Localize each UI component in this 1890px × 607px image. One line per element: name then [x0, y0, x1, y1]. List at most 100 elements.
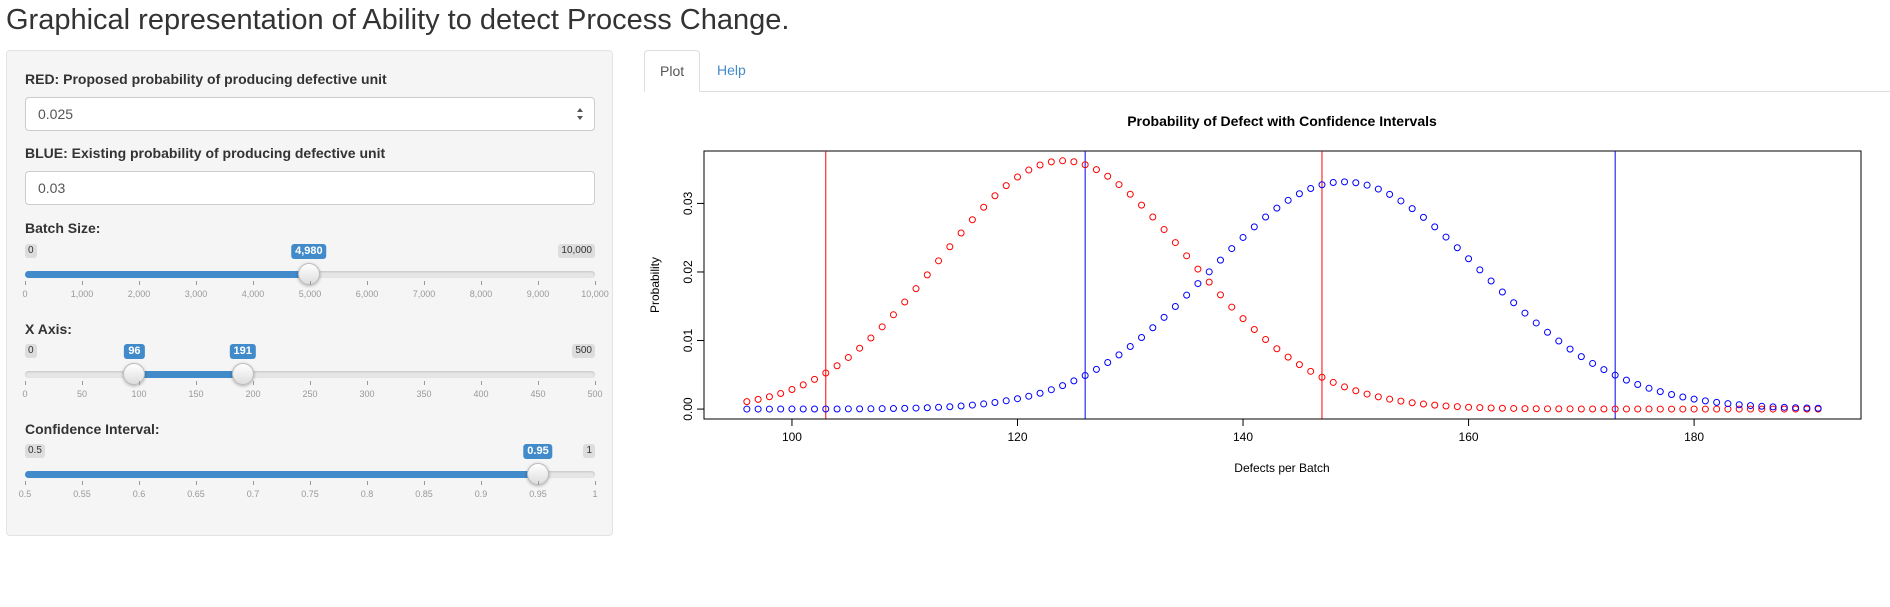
data-point — [1532, 405, 1540, 413]
data-point — [822, 405, 830, 413]
x_axis-tick-label: 50 — [76, 389, 88, 399]
blue-prob-input[interactable]: 0.03 — [25, 171, 595, 205]
data-point — [1397, 397, 1405, 405]
data-point — [1329, 378, 1337, 386]
x_axis-to-handle[interactable] — [231, 363, 254, 385]
data-point — [844, 405, 852, 413]
confidence-ticks: 0.5 0.55 0.6 0.65 0.7 0.75 0.8 0.85 0.9 0.95 1 — [19, 481, 598, 501]
tab-help[interactable]: Help — [717, 62, 746, 78]
data-point — [1769, 403, 1777, 411]
x-tick-label: 140 — [1233, 430, 1253, 444]
data-point — [1419, 400, 1427, 408]
data-point — [811, 405, 819, 413]
data-point — [1273, 345, 1281, 353]
x_axis-tick-mark — [367, 381, 368, 385]
data-point — [1566, 345, 1574, 353]
data-point — [754, 395, 762, 403]
batch_size-tick-mark — [82, 281, 83, 285]
data-point — [980, 203, 988, 211]
data-point — [1070, 158, 1078, 166]
batch_size-tick-label: 9,000 — [526, 289, 550, 299]
data-point — [1780, 403, 1788, 411]
data-point — [1724, 405, 1732, 413]
data-point — [1544, 328, 1552, 336]
red-prob-input[interactable]: 0.025 — [25, 97, 595, 131]
x_axis-from-badge: 96 — [124, 344, 145, 359]
data-points — [743, 157, 1822, 413]
y-axis-label: Probability — [648, 257, 662, 313]
data-point — [1442, 233, 1450, 241]
blue-prob-label: BLUE: Existing probability of producing … — [25, 145, 386, 161]
data-point — [1194, 265, 1202, 273]
batch_size-tick-label: 1,000 — [70, 289, 94, 299]
confidence-tick-mark — [310, 481, 311, 485]
data-point — [1769, 405, 1777, 413]
data-point — [1352, 179, 1360, 187]
confidence-tick-label: 0.75 — [301, 489, 319, 499]
data-point — [1013, 173, 1021, 181]
data-point — [1510, 299, 1518, 307]
x-axis-label: X Axis: — [25, 321, 72, 337]
data-point — [1138, 333, 1146, 341]
data-point — [1171, 239, 1179, 247]
confidence-slider[interactable]: 0.5 1 0.95 0.5 0.55 0.6 0.65 0.7 0.75 0.8 0.85 0.9 0… — [19, 444, 603, 506]
data-point — [1216, 291, 1224, 299]
confidence-tick-label: 0.6 — [132, 489, 146, 499]
data-point — [1183, 252, 1191, 260]
data-point — [1036, 389, 1044, 397]
data-point — [923, 404, 931, 412]
chart-title: Probability of Defect with Confidence In… — [1127, 113, 1437, 129]
confidence-tick-mark — [424, 481, 425, 485]
data-point — [1656, 405, 1664, 413]
confidence-tick-label: 0.9 — [474, 489, 488, 499]
data-point — [878, 323, 886, 331]
x_axis-ticks: 0 50 100 150 200 250 300 350 400 450 500 — [22, 381, 603, 401]
batch-size-slider[interactable]: 0 10,000 4,980 0 1,000 2,000 3,000 4,000 5,000 6,… — [22, 244, 609, 306]
data-point — [1476, 266, 1484, 274]
x_axis-from-handle[interactable] — [123, 363, 146, 385]
confidence-tick-mark — [196, 481, 197, 485]
batch_size-tick-label: 6,000 — [355, 289, 379, 299]
batch_size-value-handle[interactable] — [297, 263, 320, 285]
x_axis-tick-label: 350 — [416, 389, 432, 399]
data-point — [878, 405, 886, 413]
confidence-tick-label: 0.65 — [187, 489, 205, 499]
spinner-arrows-icon[interactable] — [576, 106, 584, 122]
data-point — [1453, 403, 1461, 411]
data-point — [1758, 402, 1766, 410]
tab-plot[interactable]: Plot — [644, 50, 701, 92]
x-axis-label: Defects per Batch — [1234, 461, 1329, 475]
batch_size-tick-label: 7,000 — [412, 289, 436, 299]
data-point — [1690, 395, 1698, 403]
data-point — [1622, 405, 1630, 413]
batch_size-tick-label: 5,000 — [298, 289, 322, 299]
data-point — [1228, 245, 1236, 253]
confidence-value-badge: 0.95 — [523, 444, 553, 459]
data-point — [1386, 395, 1394, 403]
data-point — [1431, 223, 1439, 231]
x_axis-track[interactable] — [25, 371, 595, 378]
data-point — [1724, 400, 1732, 408]
x_axis-tick-mark — [253, 381, 254, 385]
data-point — [1171, 302, 1179, 310]
x-axis: 100 120 140 160 180 — [782, 418, 1704, 444]
data-point — [1228, 303, 1236, 311]
data-point — [1002, 182, 1010, 190]
data-point — [1160, 313, 1168, 321]
data-point — [1701, 397, 1709, 405]
data-point — [1059, 157, 1067, 165]
x-tick-label: 160 — [1459, 430, 1479, 444]
data-point — [1250, 223, 1258, 231]
blue-prob-value: 0.03 — [38, 180, 66, 196]
batch_size-tick-label: 4,000 — [241, 289, 265, 299]
data-point — [856, 344, 864, 352]
x_axis-tick-mark — [424, 381, 425, 385]
data-point — [1645, 405, 1653, 413]
data-point — [1025, 392, 1033, 400]
data-point — [1803, 404, 1811, 412]
batch_size-fill — [25, 271, 309, 278]
data-point — [957, 402, 965, 410]
x-axis-range-slider[interactable]: 0 500 96 191 0 50 100 150 200 250 300 350 400 450 500 — [22, 344, 603, 406]
data-point — [1611, 371, 1619, 379]
x_axis-tick-label: 450 — [530, 389, 546, 399]
